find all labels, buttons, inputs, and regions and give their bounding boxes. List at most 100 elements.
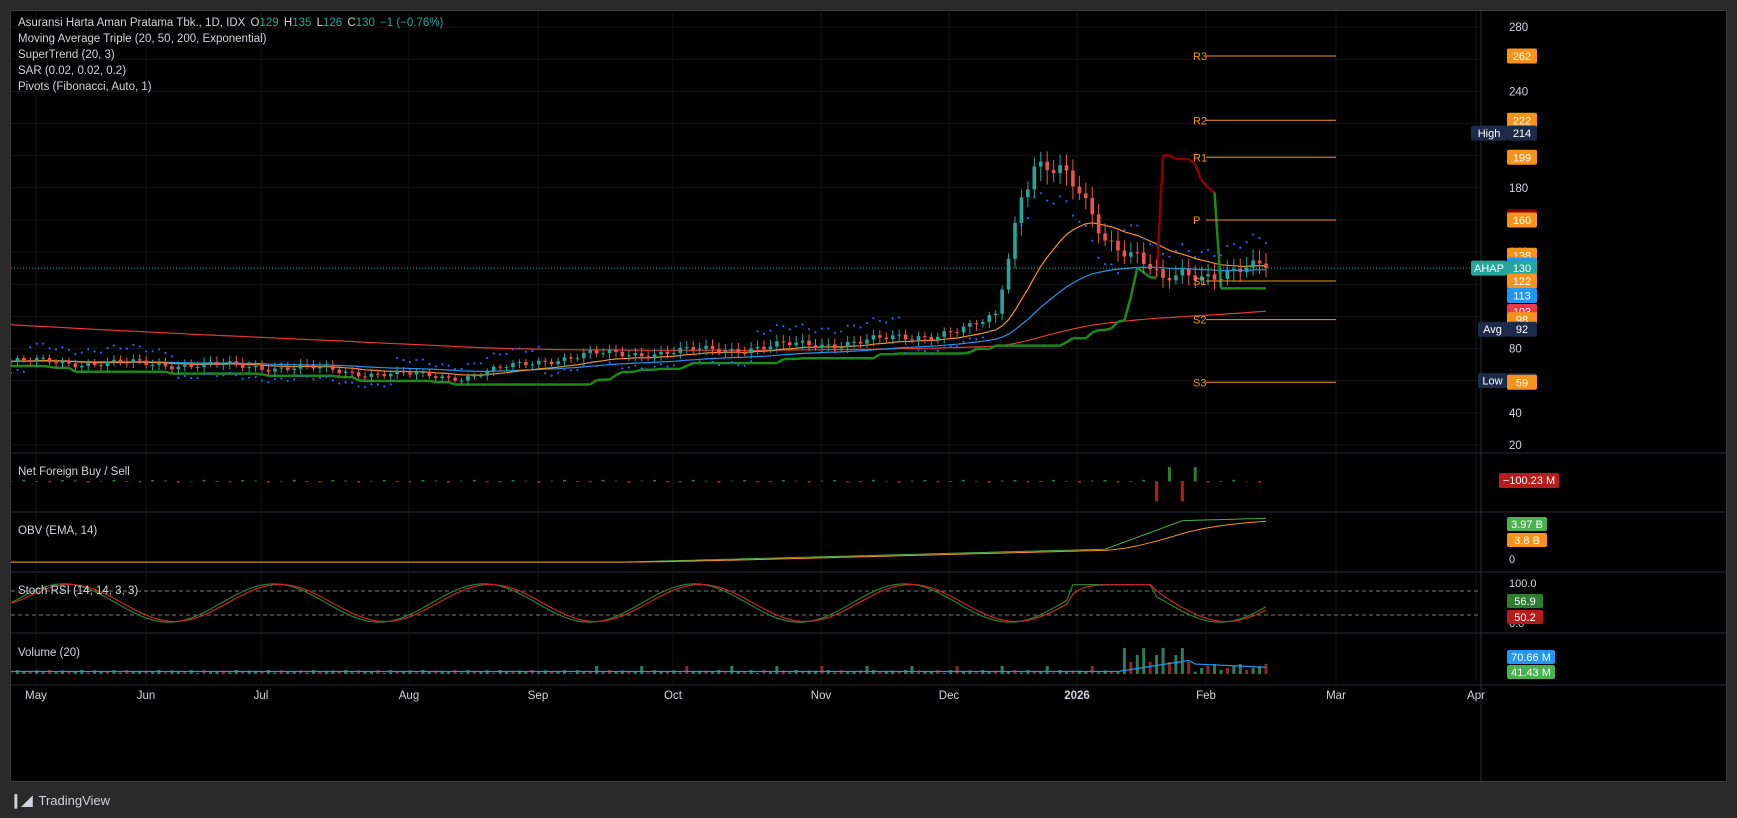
sar-dot	[807, 328, 811, 331]
x-tick-label: Dec	[939, 690, 960, 702]
candle-body	[408, 372, 412, 375]
net-foreign-bar	[86, 481, 90, 483]
volume-bar	[678, 672, 682, 674]
indicator-legend-ma[interactable]: Moving Average Triple (20, 50, 200, Expo…	[18, 33, 267, 45]
supertrend-segment	[1059, 341, 1068, 347]
indicator-legend-sar[interactable]: SAR (0.02, 0.02, 0.2)	[18, 65, 127, 77]
candle-body	[594, 350, 599, 354]
sar-dot	[177, 376, 180, 379]
symbol-legend: Asuransi Harta Aman Pratama Tbk., 1D, ID…	[18, 17, 443, 29]
sar-dot	[235, 374, 238, 377]
stoch-y-tick: 100.0	[1509, 578, 1537, 590]
candle-body	[1000, 289, 1004, 314]
net-foreign-bar	[1052, 479, 1056, 482]
candle-body	[672, 352, 676, 355]
sar-dot	[434, 365, 437, 368]
net-foreign-bar	[35, 481, 39, 483]
chart-frame[interactable]: May Jun Jul Aug Sep Oct Nov Dec 2026 Feb Mar Apr 20 4…	[10, 10, 1728, 783]
volume-bar	[1026, 670, 1030, 674]
volume-bar	[292, 671, 296, 674]
x-tick-label: Feb	[1196, 690, 1216, 702]
net-foreign-bar	[202, 479, 206, 482]
sar-dot	[634, 364, 637, 367]
sar-dot	[222, 374, 225, 377]
supertrend-segment	[1207, 186, 1216, 194]
candle-body	[1180, 269, 1185, 276]
net-foreign-bar	[215, 481, 219, 483]
pivot-label-p: P	[1193, 215, 1200, 227]
volume-bar	[408, 670, 412, 674]
sar-dot	[441, 363, 444, 366]
net-foreign-bar	[241, 480, 245, 482]
pane-label-stoch[interactable]: Stoch RSI (14, 14, 3, 3)	[18, 585, 139, 597]
candle-body	[787, 342, 792, 346]
x-tick-label: Aug	[399, 690, 419, 702]
price-badge-value: 199	[1513, 152, 1531, 164]
chart-canvas[interactable]: May Jun Jul Aug Sep Oct Nov Dec 2026 Feb Mar Apr 20 4…	[11, 11, 1728, 783]
candle-body	[22, 358, 26, 361]
price-badge-bg	[1507, 287, 1537, 303]
indicator-legend-supertrend[interactable]: SuperTrend (20, 3)	[18, 49, 115, 61]
candle-body	[485, 370, 490, 376]
volume-bar	[1000, 666, 1004, 674]
volume-bar	[672, 670, 676, 674]
sar-dot	[1026, 217, 1029, 220]
pane-label-net-foreign[interactable]: Net Foreign Buy / Sell	[18, 466, 130, 478]
volume-bar	[942, 672, 946, 674]
sar-dot	[775, 324, 778, 327]
price-badge-value: 59	[1516, 377, 1528, 389]
candle-body	[1264, 263, 1268, 269]
net-foreign-bar	[820, 480, 824, 482]
net-foreign-bar	[1155, 481, 1159, 502]
sar-dot	[1155, 243, 1158, 246]
net-foreign-bar	[485, 481, 489, 483]
sar-dot	[917, 349, 920, 352]
net-foreign-bar	[562, 479, 566, 482]
volume-bar	[685, 666, 689, 674]
volume-bar	[543, 670, 547, 674]
sar-dot	[145, 350, 148, 353]
sar-dot	[569, 369, 573, 372]
sar-dot	[119, 347, 122, 350]
sar-dot	[460, 367, 463, 371]
supertrend-segment	[969, 347, 977, 354]
volume-bar	[138, 670, 142, 674]
candle-body	[446, 376, 451, 378]
pane-label-obv[interactable]: OBV (EMA, 14)	[18, 525, 98, 537]
candle-body	[105, 361, 110, 366]
sar-dot	[878, 319, 881, 322]
candle-body	[627, 355, 631, 357]
sar-dot	[421, 358, 424, 361]
sar-dot	[325, 375, 328, 378]
candle-body	[839, 347, 844, 349]
pane-label-volume[interactable]: Volume (20)	[18, 647, 81, 659]
sar-dot	[447, 364, 450, 367]
price-badge-bg	[1507, 273, 1537, 289]
x-tick-label: Jul	[254, 690, 269, 702]
sar-dot	[254, 376, 257, 379]
volume-bar	[640, 666, 644, 674]
volume-bar	[620, 670, 624, 674]
volume-bar	[11, 673, 13, 674]
candle-body	[401, 370, 406, 373]
candle-body	[453, 377, 457, 381]
sar-dot	[138, 345, 141, 348]
sar-dot	[29, 346, 32, 349]
candle-body	[1083, 193, 1088, 199]
candle-body	[228, 361, 232, 364]
candle-body	[832, 344, 837, 349]
supertrend-segment	[1194, 163, 1203, 182]
candle-body	[472, 375, 477, 377]
sar-dot	[576, 368, 579, 372]
indicator-legend-pivots[interactable]: Pivots (Fibonacci, Auto, 1)	[18, 81, 152, 93]
sar-dot	[595, 364, 598, 367]
volume-bar	[994, 670, 998, 674]
volume-bar	[170, 670, 174, 674]
net-foreign-bar	[897, 481, 901, 483]
sar-dot	[1116, 272, 1120, 275]
net-foreign-bar	[601, 479, 605, 482]
candle-body	[736, 349, 741, 353]
candle-body	[543, 360, 547, 362]
volume-bar	[601, 672, 605, 674]
volume-bar	[299, 670, 303, 674]
